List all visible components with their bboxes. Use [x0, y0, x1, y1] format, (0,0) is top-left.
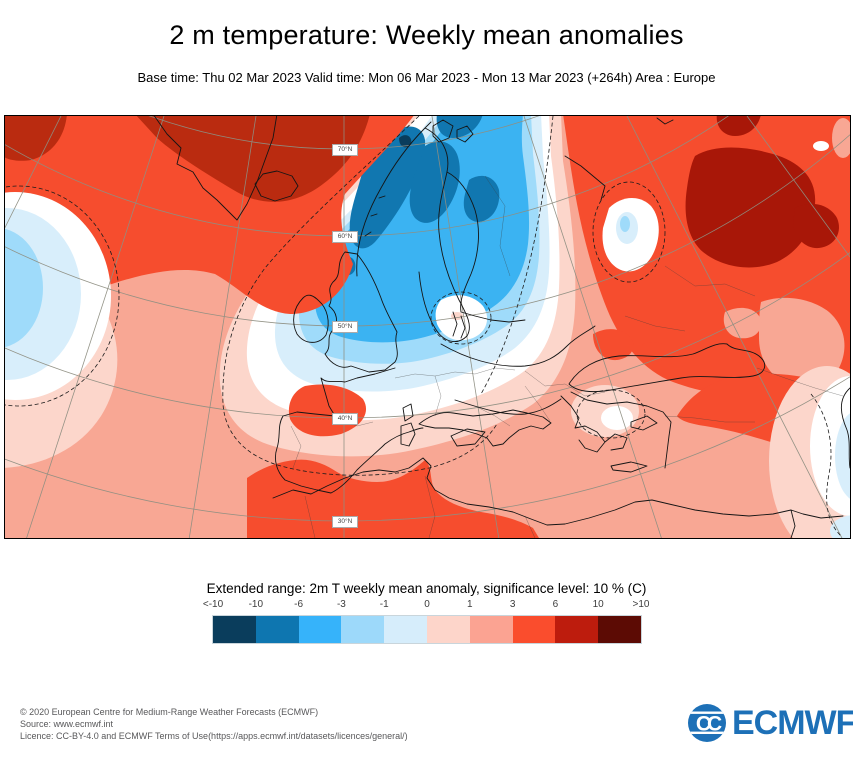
cold-core-finland: [463, 175, 500, 222]
colorbar-tick: -1: [379, 599, 389, 610]
anomaly-map: 70°N 60°N 50°N 40°N 30°N: [4, 115, 851, 539]
colorbar-cell: [426, 616, 470, 643]
cold-core-arctic: [436, 116, 483, 138]
colorbar-tick: -10: [248, 599, 264, 610]
warm-extreme-russia: [685, 147, 816, 268]
ecmwf-logo-text: ECMWF: [732, 703, 853, 742]
country-borders: [290, 175, 844, 538]
colorbar-ticks: <-10 -10 -6 -3 -1 0 1 3 6 10 >10: [203, 599, 650, 612]
latitude-label: 70°N: [332, 144, 358, 156]
colorbar-tick: -3: [336, 599, 346, 610]
latitude-label: 60°N: [332, 231, 358, 243]
latitude-label: 40°N: [332, 413, 358, 425]
warm-anomaly-africa: [247, 459, 539, 538]
anomaly-map-canvas: [5, 116, 850, 538]
page-title: 2 m temperature: Weekly mean anomalies: [169, 20, 684, 50]
legend-title: Extended range: 2m T weekly mean anomaly…: [206, 581, 647, 596]
warm-extreme-greenland: [136, 116, 370, 202]
page-subtitle: Base time: Thu 02 Mar 2023 Valid time: M…: [137, 70, 716, 85]
colorbar-cell: [298, 616, 342, 643]
colorbar-cell: [213, 616, 256, 643]
colorbar-tick: 0: [424, 599, 430, 610]
watlantic-cold-core: [5, 228, 43, 348]
footer-copyright: © 2020 European Centre for Medium-Range …: [20, 707, 319, 717]
colorbar-tick: -6: [294, 599, 304, 610]
footer: © 2020 European Centre for Medium-Range …: [20, 706, 408, 742]
colorbar-tick: 3: [509, 599, 516, 610]
cold-anomaly-core: [314, 116, 530, 343]
colorbar-tick: >10: [632, 599, 650, 610]
colorbar-cell: [512, 616, 556, 643]
colorbar-cell: [255, 616, 299, 643]
footer-licence: Licence: CC-BY-4.0 and ECMWF Terms of Us…: [20, 731, 408, 741]
coastlines: [153, 116, 850, 538]
colorbar-cell: [555, 616, 599, 643]
se-corner-cold-chip: [830, 515, 850, 538]
cyprus-neutral-patch: [601, 406, 633, 430]
svg-text:CC: CC: [696, 713, 722, 736]
latitude-label: 50°N: [332, 321, 358, 333]
significance-contours: [5, 116, 842, 537]
ne-white-speck: [813, 141, 829, 151]
cold-extreme-spot: [399, 135, 412, 148]
warm-extreme-russia-n: [716, 116, 761, 136]
ne-moderate-chip: [832, 118, 850, 158]
se-cold-patch: [835, 413, 850, 499]
footer-source: Source: www.ecmwf.int: [20, 719, 114, 729]
warm-extreme-russia-e: [793, 203, 839, 249]
warm-extreme-nw-corner: [5, 116, 67, 161]
ecmwf-logo: CC ECMWF: [686, 702, 853, 744]
colorbar: [212, 615, 642, 644]
ecmwf-logo-icon: CC: [688, 704, 726, 742]
colorbar-tick: 1: [467, 599, 473, 610]
colorbar-tick: 10: [592, 599, 604, 610]
volga-moderate-arm: [723, 307, 762, 339]
colorbar-tick: 6: [552, 599, 559, 610]
colorbar-cell: [341, 616, 385, 643]
warm-anomaly-anatolia-e2: [637, 342, 669, 362]
colorbar-tick: <-10: [202, 599, 224, 610]
cold-core-sweden: [409, 141, 460, 223]
latitude-label: 30°N: [332, 516, 358, 528]
warm-anomaly-anatolia-e: [593, 329, 634, 361]
colorbar-cell: [384, 616, 427, 643]
volga-moderate-patch: [759, 297, 845, 388]
whitesea-cold-core: [620, 216, 630, 232]
colorbar-cell: [469, 616, 513, 643]
colorbar-cell: [598, 616, 641, 643]
